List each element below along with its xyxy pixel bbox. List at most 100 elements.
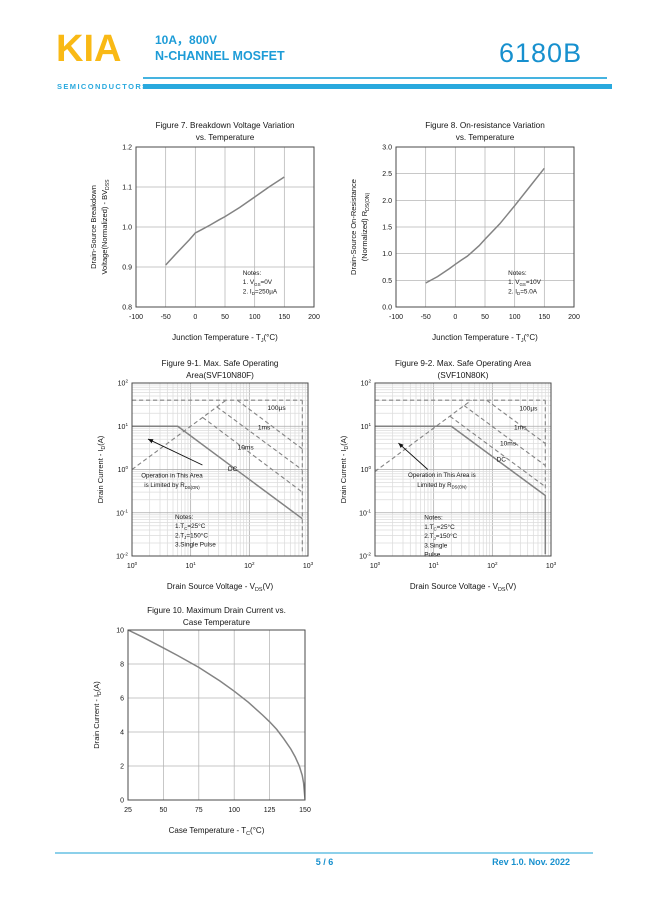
svg-text:10ms: 10ms xyxy=(238,445,255,452)
svg-text:Operation in This Area: Operation in This Area xyxy=(141,472,203,479)
figure-9-2-soa-chart: 100 101 102 103 10-2 10-1 100 101 102 Figure 9-2.… xyxy=(323,353,577,604)
page-number: 5 / 6 xyxy=(315,857,334,867)
svg-text:0: 0 xyxy=(453,314,457,321)
footer-rule xyxy=(55,852,593,854)
svg-text:Junction Temperature - TJ(°C: Junction Temperature - TJ(°C) xyxy=(172,333,278,344)
svg-text:125: 125 xyxy=(264,807,276,814)
svg-text:3.Single Pulse: 3.Single Pulse xyxy=(175,542,216,549)
svg-text:Drain Current - ID(A): Drain Current - ID(A) xyxy=(92,681,103,749)
svg-text:101: 101 xyxy=(185,561,196,570)
svg-text:Pulse: Pulse xyxy=(424,551,440,558)
svg-text:Figure 8. On-resistance Variat: Figure 8. On-resistance Variation xyxy=(425,121,545,130)
svg-text:102: 102 xyxy=(487,561,498,570)
svg-text:10-2: 10-2 xyxy=(116,552,128,561)
part-device-type: N-CHANNEL MOSFET xyxy=(155,49,285,63)
svg-text:10-1: 10-1 xyxy=(359,508,371,517)
header-rule-thick xyxy=(143,84,612,89)
svg-text:2.5: 2.5 xyxy=(382,171,392,178)
svg-text:2.TJ=150°C: 2.TJ=150°C xyxy=(424,532,457,541)
svg-text:50: 50 xyxy=(481,314,489,321)
svg-text:Operation in This Area is: Operation in This Area is xyxy=(408,472,476,479)
svg-text:25: 25 xyxy=(124,807,132,814)
svg-text:100: 100 xyxy=(228,807,240,814)
svg-text:Area(SVF10N80F): Area(SVF10N80F) xyxy=(186,371,254,380)
svg-text:1.TC=25°C: 1.TC=25°C xyxy=(175,522,206,531)
figure-10-max-drain-current-chart: 25 50 75 100 125 150 0 2 4 6 8 10 Figure 10. Maximum… xyxy=(76,600,328,847)
svg-text:Case Temperature - TC(°C): Case Temperature - TC(°C) xyxy=(169,826,265,837)
svg-text:Junction Temperature - TJ(°C: Junction Temperature - TJ(°C) xyxy=(432,333,538,344)
svg-text:1.0: 1.0 xyxy=(122,225,132,232)
svg-text:0: 0 xyxy=(193,314,197,321)
svg-text:Figure 9-2. Max. Safe Operatin: Figure 9-2. Max. Safe Operating Area xyxy=(395,359,532,368)
svg-text:150: 150 xyxy=(538,314,550,321)
svg-text:1.0: 1.0 xyxy=(382,251,392,258)
svg-text:DC: DC xyxy=(496,457,506,464)
figure-7-breakdown-voltage-chart: -100 -50 0 50 100 150 200 0.8 0.9 1.0 1.1 1.2 Figure… xyxy=(84,115,336,360)
svg-text:103: 103 xyxy=(303,561,314,570)
svg-text:2. ID=5.0A: 2. ID=5.0A xyxy=(508,288,538,296)
svg-text:200: 200 xyxy=(568,314,580,321)
svg-text:Voltage(Normalized) - BVDSS: Voltage(Normalized) - BVDSS xyxy=(100,179,111,275)
header-rule-thin xyxy=(143,77,607,79)
svg-text:vs. Temperature: vs. Temperature xyxy=(196,133,255,142)
svg-text:Notes:: Notes: xyxy=(243,270,262,277)
svg-text:200: 200 xyxy=(308,314,320,321)
svg-text:vs. Temperature: vs. Temperature xyxy=(456,133,515,142)
svg-text:6: 6 xyxy=(120,696,124,703)
svg-text:Limited by RDS(ON): Limited by RDS(ON) xyxy=(417,482,467,490)
svg-text:10-1: 10-1 xyxy=(116,508,128,517)
svg-text:3.0: 3.0 xyxy=(382,145,392,152)
svg-text:100: 100 xyxy=(118,465,129,474)
svg-text:Figure 10. Maximum Drain Curre: Figure 10. Maximum Drain Current vs. xyxy=(147,606,286,615)
svg-text:0.9: 0.9 xyxy=(122,265,132,272)
svg-text:is Limited by RDS(ON): is Limited by RDS(ON) xyxy=(144,482,200,490)
figure-8-on-resistance-chart: -100 -50 0 50 100 150 200 0.0 0.5 1.0 1.5 2.0 2.5 3.0… xyxy=(344,115,596,360)
svg-text:10: 10 xyxy=(116,628,124,635)
svg-text:DC: DC xyxy=(228,466,238,473)
svg-text:101: 101 xyxy=(428,561,439,570)
svg-text:100: 100 xyxy=(127,561,138,570)
svg-text:103: 103 xyxy=(546,561,557,570)
svg-text:1.2: 1.2 xyxy=(122,145,132,152)
svg-text:Drain Source Voltage - VDS(V): Drain Source Voltage - VDS(V) xyxy=(167,582,274,593)
svg-text:Figure 9-1. Max. Safe Operatin: Figure 9-1. Max. Safe Operating xyxy=(162,359,279,368)
svg-text:1. VGS=10V: 1. VGS=10V xyxy=(508,279,542,287)
part-number: 6180B xyxy=(499,38,583,68)
svg-text:2.0: 2.0 xyxy=(382,198,392,205)
svg-text:1.5: 1.5 xyxy=(382,225,392,232)
svg-text:0.8: 0.8 xyxy=(122,305,132,312)
svg-text:Notes:: Notes: xyxy=(175,514,194,521)
svg-text:2.TJ=150°C: 2.TJ=150°C xyxy=(175,531,208,540)
svg-text:102: 102 xyxy=(244,561,255,570)
svg-text:10ms: 10ms xyxy=(500,440,517,447)
part-rating: 10A，800V xyxy=(155,33,218,47)
svg-text:(Normalized) RDS(ON): (Normalized) RDS(ON) xyxy=(360,192,371,261)
svg-text:102: 102 xyxy=(361,379,372,388)
svg-text:-50: -50 xyxy=(421,314,431,321)
svg-text:Notes:: Notes: xyxy=(424,515,443,522)
svg-text:3.Single: 3.Single xyxy=(424,542,448,549)
svg-text:75: 75 xyxy=(195,807,203,814)
svg-text:101: 101 xyxy=(118,422,129,431)
kia-logo-subtitle: SEMICONDUCTORS xyxy=(57,82,149,91)
svg-text:100µs: 100µs xyxy=(519,406,538,413)
svg-text:150: 150 xyxy=(299,807,311,814)
svg-text:100: 100 xyxy=(249,314,261,321)
svg-text:1ms: 1ms xyxy=(514,425,527,432)
svg-text:1ms: 1ms xyxy=(258,425,271,432)
svg-text:(SVF10N80K): (SVF10N80K) xyxy=(438,371,489,380)
svg-text:50: 50 xyxy=(160,807,168,814)
svg-text:50: 50 xyxy=(221,314,229,321)
svg-text:4: 4 xyxy=(120,730,124,737)
kia-logo: KIA xyxy=(56,28,122,70)
svg-text:1.1: 1.1 xyxy=(122,185,132,192)
svg-text:Drain Current - ID(A): Drain Current - ID(A) xyxy=(96,435,107,503)
revision-label: Rev 1.0. Nov. 2022 xyxy=(492,857,570,867)
svg-text:0: 0 xyxy=(120,798,124,805)
svg-text:Drain Source Voltage - VDS(V): Drain Source Voltage - VDS(V) xyxy=(410,582,517,593)
svg-text:1. VGS=0V: 1. VGS=0V xyxy=(243,279,273,287)
svg-text:-100: -100 xyxy=(389,314,403,321)
svg-text:Drain Current - ID(A): Drain Current - ID(A) xyxy=(339,435,350,503)
svg-text:100: 100 xyxy=(509,314,521,321)
